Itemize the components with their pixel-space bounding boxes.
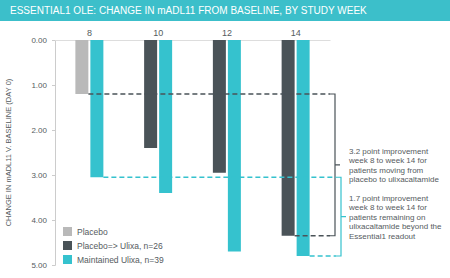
y-tick-mark <box>52 175 55 176</box>
bar <box>282 40 295 236</box>
annotations: 3.2 point improvementweek 8 to week 14 f… <box>88 94 442 256</box>
x-tick: 14 <box>291 28 301 40</box>
bracket <box>330 94 340 236</box>
bar <box>75 40 88 94</box>
y-tick: 0.00 <box>31 36 55 45</box>
y-tick: 4.00 <box>31 216 55 225</box>
reference-line <box>295 235 330 237</box>
bars <box>75 40 309 256</box>
y-tick: 1.00 <box>31 81 55 90</box>
y-tick-label: 2.00 <box>31 126 47 135</box>
x-tick-label: 12 <box>222 28 232 38</box>
x-tick-label: 10 <box>153 28 163 38</box>
y-tick-label: 3.00 <box>31 171 47 180</box>
x-axis: 8 10 12 14 <box>56 28 331 41</box>
y-axis: 0.00 1.00 2.00 3.00 4.00 5.00 <box>31 36 55 270</box>
y-tick-mark <box>52 265 55 266</box>
y-tick-label: 0.00 <box>31 36 47 45</box>
title-bar <box>0 0 450 21</box>
legend-swatch <box>63 227 72 236</box>
y-axis-line <box>52 41 56 266</box>
x-tick: 8 <box>87 28 92 40</box>
bar <box>297 40 310 256</box>
x-tick: 12 <box>222 28 232 40</box>
y-tick: 3.00 <box>31 171 55 180</box>
legend-swatch <box>63 255 72 264</box>
y-tick-label: 5.00 <box>31 261 47 270</box>
bar <box>213 40 226 173</box>
annotation: 3.2 point improvementweek 8 to week 14 f… <box>348 147 439 185</box>
bar <box>90 40 103 177</box>
bar <box>228 40 241 252</box>
title: ESSENTIAL1 OLE: CHANGE IN mADL11 FROM BA… <box>10 5 367 16</box>
y-tick-mark <box>52 130 55 131</box>
legend: Placebo Placebo=> Ulixa, n=26 Maintained U… <box>63 227 164 265</box>
y-tick-label: 4.00 <box>31 216 47 225</box>
legend-label: Placebo=> Ulixa, n=26 <box>77 241 163 251</box>
legend-label: Placebo <box>77 227 108 237</box>
y-tick-label: 1.00 <box>31 81 47 90</box>
y-tick-mark <box>52 220 55 221</box>
bar <box>159 40 172 193</box>
legend-label: Maintained Ulixa, n=39 <box>77 255 164 265</box>
x-tick-label: 8 <box>87 28 92 38</box>
y-tick-mark <box>52 85 55 86</box>
y-tick: 2.00 <box>31 126 55 135</box>
annotation: 1.7 point improvementweek 8 to week 14 f… <box>348 194 442 241</box>
x-tick-label: 14 <box>291 28 301 38</box>
reference-line <box>103 177 336 179</box>
y-tick-mark <box>52 40 55 41</box>
y-axis-title: CHANGE IN mADL11 V. BASELINE (DAY 0) <box>4 78 13 226</box>
y-tick: 5.00 <box>31 261 55 270</box>
bracket <box>336 177 346 256</box>
x-tick: 10 <box>153 28 163 40</box>
legend-swatch <box>63 241 72 250</box>
reference-line <box>88 93 330 95</box>
reference-line <box>310 255 336 257</box>
